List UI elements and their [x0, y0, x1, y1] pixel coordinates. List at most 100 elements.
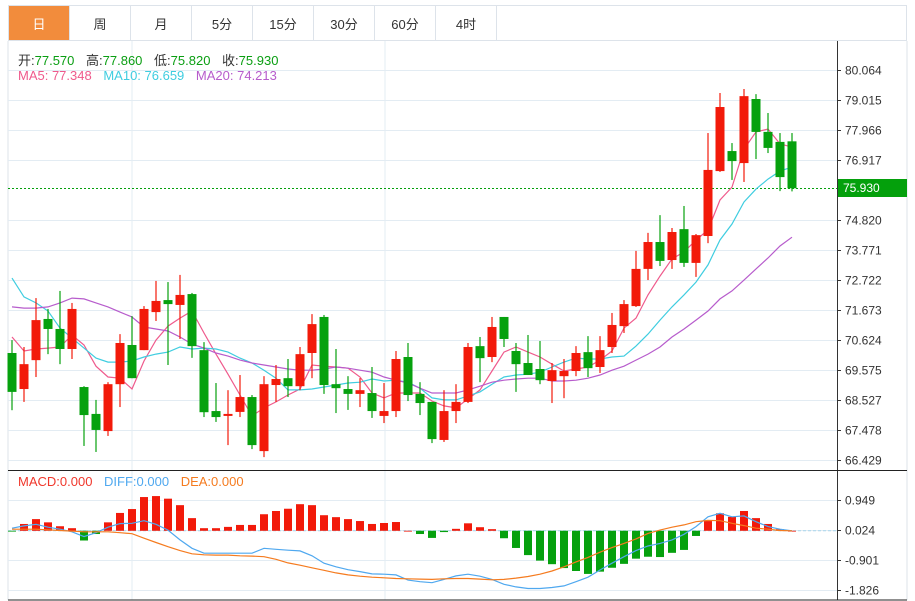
macd-bar — [32, 519, 40, 531]
macd-bar — [740, 510, 748, 531]
macd-bar — [512, 530, 520, 548]
candle-down — [319, 316, 329, 386]
price-tick-label: 68.527 — [845, 394, 882, 408]
macd-tick-label: -0.901 — [845, 554, 879, 568]
macd-bar — [560, 530, 568, 569]
dea-line — [12, 519, 793, 581]
macd-legend-value: MACD:0.000 — [18, 474, 93, 489]
macd-bar — [392, 522, 400, 531]
candle-up — [19, 364, 29, 390]
candle-up — [223, 413, 233, 416]
macd-bar — [212, 528, 220, 531]
macd-bar — [356, 521, 364, 531]
candle-up — [235, 397, 245, 412]
tab-4hour[interactable]: 4时 — [436, 6, 497, 40]
macd-bar — [68, 528, 76, 531]
diff-line — [11, 512, 793, 590]
candle-down — [727, 151, 737, 162]
macd-bar — [584, 530, 592, 574]
high-label: 高: — [86, 53, 103, 68]
price-tick-label: 70.624 — [845, 334, 882, 348]
macd-tick-label: 0.024 — [845, 524, 875, 538]
candle-down — [751, 99, 761, 132]
candle-down — [187, 294, 197, 347]
macd-bar — [500, 530, 508, 539]
macd-bar — [368, 523, 376, 531]
candle-up — [31, 320, 41, 361]
candle-up — [103, 384, 113, 432]
macd-bar — [536, 530, 544, 561]
candle-down — [127, 344, 137, 379]
macd-bar — [104, 522, 112, 531]
macd-bar — [476, 527, 484, 531]
candle-down — [343, 389, 353, 394]
open-label: 开: — [18, 53, 35, 68]
candle-down — [415, 393, 425, 404]
candle-up — [259, 384, 269, 452]
candle-up — [571, 352, 581, 372]
candle-up — [703, 169, 713, 237]
tab-5min[interactable]: 5分 — [192, 6, 253, 40]
macd-bar — [44, 522, 52, 531]
current-price-tag: 75.930 — [838, 179, 907, 197]
tab-day[interactable]: 日 — [9, 6, 70, 40]
candle-up — [439, 411, 449, 440]
macd-bar — [440, 530, 448, 533]
macd-bar — [380, 522, 388, 531]
candle-down — [499, 316, 509, 339]
price-tick-label: 72.722 — [845, 274, 882, 288]
candle-up — [607, 324, 617, 347]
candle-up — [631, 268, 641, 307]
macd-bar — [308, 505, 316, 531]
macd-bar — [140, 497, 148, 531]
candle-up — [547, 370, 557, 382]
macd-bar — [8, 530, 16, 532]
price-tick-label: 66.429 — [845, 454, 882, 468]
candle-up — [355, 390, 365, 394]
candle-up — [691, 235, 701, 263]
macd-bar — [20, 523, 28, 531]
ohlc-info: 开:77.570 高:77.860 低:75.820 收:75.930 — [18, 50, 286, 69]
macd-bar — [692, 530, 700, 536]
ma10-legend: MA10: 76.659 — [103, 68, 185, 83]
price-tick-label: 76.917 — [845, 154, 882, 168]
period-tabs: 日 周 月 5分 15分 30分 60分 4时 — [8, 5, 907, 41]
tab-month[interactable]: 月 — [131, 6, 192, 40]
macd-bar — [320, 515, 328, 531]
tab-week[interactable]: 周 — [70, 6, 131, 40]
candle-down — [79, 387, 89, 416]
candle-down — [427, 401, 437, 440]
candle-down — [7, 352, 17, 392]
macd-bar — [764, 523, 772, 531]
candle-up — [451, 401, 461, 412]
candle-up — [115, 342, 125, 385]
macd-bar — [164, 498, 172, 531]
tab-30min[interactable]: 30分 — [314, 6, 375, 40]
price-tick-label: 73.771 — [845, 244, 882, 258]
macd-bar — [620, 530, 628, 564]
candle-up — [151, 300, 161, 313]
macd-bar — [464, 523, 472, 531]
price-tick-label: 77.966 — [845, 124, 882, 138]
candle-down — [787, 141, 797, 189]
candle-down — [331, 384, 341, 389]
tab-60min[interactable]: 60分 — [375, 6, 436, 40]
candle-down — [475, 346, 485, 359]
dea-legend-value: DEA:0.000 — [180, 474, 244, 489]
price-tick-label: 69.575 — [845, 364, 882, 378]
macd-bar — [284, 508, 292, 531]
candle-up — [271, 379, 281, 386]
candle-down — [523, 363, 533, 376]
macd-bar — [524, 530, 532, 556]
price-tick-label: 74.820 — [845, 214, 882, 228]
price-tick-label: 71.673 — [845, 304, 882, 318]
candle-up — [643, 242, 653, 269]
candle-up — [139, 308, 149, 351]
macd-bar — [596, 530, 604, 572]
candle-up — [619, 304, 629, 327]
ma20-legend: MA20: 74.213 — [195, 68, 277, 83]
macd-bar — [488, 529, 496, 531]
tab-15min[interactable]: 15分 — [253, 6, 314, 40]
macd-tick-label: 0.949 — [845, 494, 875, 508]
